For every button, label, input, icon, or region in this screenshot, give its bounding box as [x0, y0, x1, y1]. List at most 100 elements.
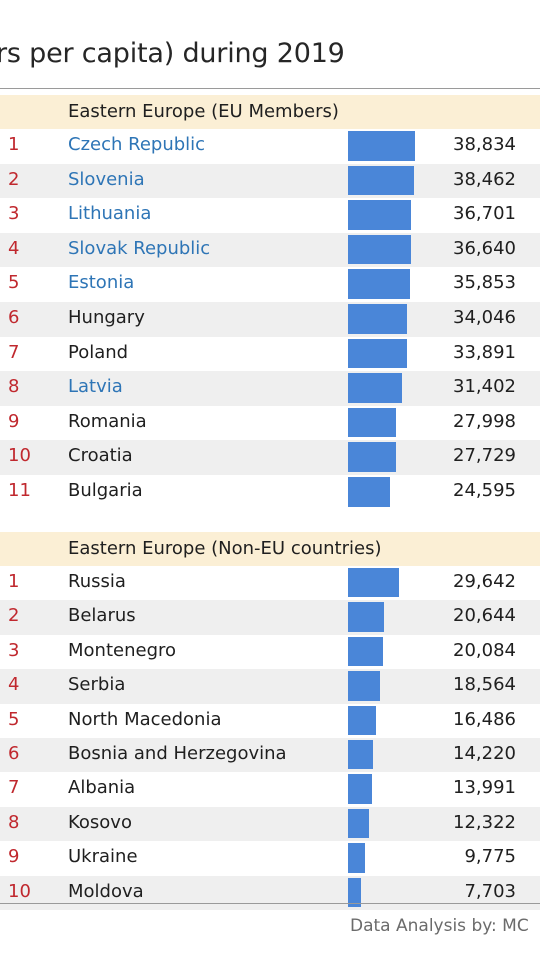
country-label[interactable]: Lithuania — [68, 203, 152, 225]
bottom-divider — [0, 903, 540, 904]
value-bar — [348, 568, 400, 598]
rank-label: 10 — [8, 880, 31, 902]
table-row: 9 Ukraine 9,775 — [0, 841, 540, 875]
rank-label: 4 — [8, 674, 20, 696]
table-row: 11 Bulgaria 24,595 — [0, 475, 540, 510]
value-label: 29,642 — [453, 571, 516, 592]
value-bar — [348, 602, 384, 632]
value-bar — [348, 200, 412, 230]
country-label: Kosovo — [68, 811, 132, 833]
country-label[interactable]: Slovenia — [68, 168, 145, 190]
value-bar — [348, 774, 373, 804]
rank-label: 3 — [8, 203, 20, 225]
value-label: 35,853 — [453, 272, 516, 294]
rank-label: 3 — [8, 639, 20, 661]
value-bar — [348, 808, 370, 839]
country-label: Belarus — [68, 605, 136, 627]
value-bar — [348, 165, 415, 196]
eu-members-rows: 1 Czech Republic 38,834 2 Slovenia 38,462 3 Lit… — [0, 129, 540, 510]
table-row: 5 North Macedonia 16,486 — [0, 704, 540, 738]
table-row: 4 Slovak Republic 36,640 — [0, 232, 540, 268]
value-bar — [348, 303, 407, 334]
value-label: 31,402 — [453, 376, 516, 398]
value-bar — [348, 407, 397, 438]
value-bar — [348, 131, 415, 161]
value-label: 36,640 — [453, 237, 516, 259]
table-row: 4 Serbia 18,564 — [0, 669, 540, 704]
country-label: Albania — [68, 777, 136, 799]
value-bar — [348, 234, 412, 265]
value-bar — [348, 373, 403, 403]
rank-label: 1 — [8, 571, 20, 592]
chart-title: rs per capita) during 2019 — [0, 38, 345, 69]
value-bar — [348, 338, 407, 369]
value-bar — [348, 671, 380, 701]
value-label: 14,220 — [453, 742, 516, 764]
value-label: 33,891 — [453, 341, 516, 363]
table-row: 6 Bosnia and Herzegovina 14,220 — [0, 737, 540, 773]
table-row: 8 Latvia 31,402 — [0, 371, 540, 406]
value-bar — [348, 843, 365, 873]
country-label[interactable]: Latvia — [68, 376, 123, 398]
rank-label: 6 — [8, 742, 20, 764]
value-label: 18,564 — [453, 674, 516, 696]
value-bar — [348, 636, 383, 667]
value-label: 34,046 — [453, 306, 516, 328]
country-label[interactable]: Slovak Republic — [68, 237, 211, 259]
value-label: 16,486 — [453, 708, 516, 730]
rank-label: 2 — [8, 605, 20, 627]
country-label: Ukraine — [68, 846, 138, 868]
value-bar — [348, 442, 396, 472]
rank-label: 11 — [8, 479, 31, 501]
value-bar — [348, 705, 377, 735]
rank-label: 9 — [8, 410, 20, 432]
rank-label: 6 — [8, 306, 20, 328]
value-label: 27,998 — [453, 410, 516, 432]
country-label: Serbia — [68, 674, 126, 696]
value-label: 38,834 — [453, 134, 516, 155]
table-row: 3 Montenegro 20,084 — [0, 635, 540, 669]
rank-label: 5 — [8, 272, 20, 294]
non-eu-rows: 1 Russia 29,642 2 Belarus 20,644 3 Montenegro 20… — [0, 566, 540, 910]
value-bar — [348, 739, 373, 770]
country-label: Moldova — [68, 880, 144, 902]
value-bar — [348, 476, 391, 507]
table-row: 1 Russia 29,642 — [0, 566, 540, 600]
rank-label: 5 — [8, 708, 20, 730]
country-label[interactable]: Czech Republic — [68, 134, 206, 155]
country-label: Bosnia and Herzegovina — [68, 742, 287, 764]
table-row: 8 Kosovo 12,322 — [0, 806, 540, 842]
value-label: 38,462 — [453, 168, 516, 190]
value-bar — [348, 269, 410, 299]
country-label: Croatia — [68, 445, 133, 467]
value-label: 20,084 — [453, 639, 516, 661]
table-row: 7 Albania 13,991 — [0, 772, 540, 806]
rank-label: 4 — [8, 237, 20, 259]
rank-label: 7 — [8, 341, 20, 363]
credit-text: Data Analysis by: MC — [350, 916, 529, 936]
country-label: Hungary — [68, 306, 145, 328]
value-bar — [348, 877, 362, 907]
title-divider — [0, 88, 540, 89]
country-label: North Macedonia — [68, 708, 222, 730]
rank-label: 7 — [8, 777, 20, 799]
table-row: 10 Croatia 27,729 — [0, 440, 540, 475]
value-label: 7,703 — [464, 880, 516, 902]
country-label: Russia — [68, 571, 126, 592]
value-label: 13,991 — [453, 777, 516, 799]
value-label: 9,775 — [464, 846, 516, 868]
table-row: 3 Lithuania 36,701 — [0, 198, 540, 233]
non-eu-table: Eastern Europe (Non-EU countries) 1 Russi… — [0, 532, 540, 910]
table-row: 5 Estonia 35,853 — [0, 267, 540, 302]
value-label: 24,595 — [453, 479, 516, 501]
eu-members-header: Eastern Europe (EU Members) — [0, 95, 540, 129]
table-row: 2 Belarus 20,644 — [0, 600, 540, 635]
table-row: 9 Romania 27,998 — [0, 406, 540, 441]
country-label[interactable]: Estonia — [68, 272, 135, 294]
table-row: 7 Poland 33,891 — [0, 337, 540, 372]
table-row: 1 Czech Republic 38,834 — [0, 129, 540, 164]
value-label: 36,701 — [453, 203, 516, 225]
rank-label: 1 — [8, 134, 20, 155]
non-eu-header-label: Eastern Europe (Non-EU countries) — [68, 538, 382, 559]
rank-label: 10 — [8, 445, 31, 467]
